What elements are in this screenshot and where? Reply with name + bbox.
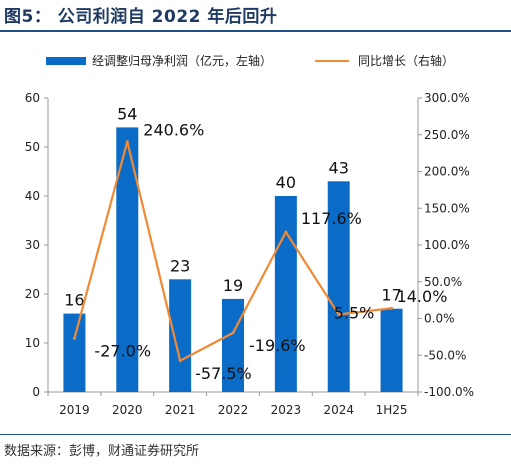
legend-line-label: 同比增长（右轴） xyxy=(358,54,455,68)
left-tick-label: 30 xyxy=(25,238,40,252)
bar xyxy=(116,127,139,393)
profit-chart: 0 10 20 30 40 50 60 -100.0% -50.0% 0.0% 50.0% 100.0… xyxy=(25,91,474,417)
left-tick-label: 50 xyxy=(25,140,40,154)
bar-value-label: 43 xyxy=(329,158,349,177)
right-tick-label: 0.0% xyxy=(424,312,455,326)
legend-bar-label: 经调整归母净利润（亿元，左轴） xyxy=(92,54,273,68)
x-tick-label: 2020 xyxy=(112,403,143,417)
growth-point xyxy=(390,306,394,310)
growth-value-label: -19.6% xyxy=(249,336,306,355)
figure-title: 图5： 公司利润自 2022 年后回升 xyxy=(4,7,278,27)
right-tick-label: 300.0% xyxy=(424,91,470,105)
legend: 经调整归母净利润（亿元，左轴） 同比增长（右轴） xyxy=(0,50,511,70)
source-note: 数据来源：彭博，财通证券研究所 xyxy=(4,444,200,459)
x-tick-label: 2023 xyxy=(271,403,302,417)
x-tick-label: 1H25 xyxy=(376,403,408,417)
growth-value-label: 5.5% xyxy=(334,303,375,322)
bar xyxy=(380,308,403,392)
x-tick-label: 2021 xyxy=(165,403,196,417)
x-tick-label: 2024 xyxy=(323,403,354,417)
growth-value-label: -57.5% xyxy=(195,364,252,383)
left-tick-label: 40 xyxy=(25,189,40,203)
right-tick-label: 200.0% xyxy=(424,165,470,179)
title-rule xyxy=(0,30,511,32)
right-tick-label: 250.0% xyxy=(424,128,470,142)
bar xyxy=(169,279,192,392)
left-tick-label: 10 xyxy=(25,336,40,350)
left-tick-label: 0 xyxy=(32,385,40,399)
x-tick-label: 2019 xyxy=(59,403,90,417)
bar-value-label: 54 xyxy=(117,104,137,123)
legend-bar-swatch xyxy=(46,57,86,65)
left-tick-label: 20 xyxy=(25,287,40,301)
right-tick-label: 50.0% xyxy=(424,275,462,289)
bar-value-label: 17 xyxy=(381,286,401,305)
growth-point xyxy=(231,331,235,335)
growth-value-label: 117.6% xyxy=(301,209,362,228)
left-tick-label: 60 xyxy=(25,91,40,105)
bar-value-label: 40 xyxy=(276,173,296,192)
bar-value-label: 23 xyxy=(170,256,190,275)
growth-point xyxy=(125,140,129,144)
growth-point xyxy=(284,230,288,234)
right-tick-label: -50.0% xyxy=(424,348,466,362)
legend-line-swatch xyxy=(315,60,349,62)
bar xyxy=(327,181,350,392)
growth-point xyxy=(72,336,76,340)
growth-point xyxy=(178,359,182,363)
bar-value-label: 16 xyxy=(64,291,84,310)
growth-point xyxy=(337,312,341,316)
growth-value-label: 14.0% xyxy=(397,287,448,306)
bar-value-label: 19 xyxy=(223,276,243,295)
bar xyxy=(274,196,297,392)
bar xyxy=(63,313,86,392)
source-rule xyxy=(0,434,511,435)
growth-value-label: -27.0% xyxy=(94,341,151,360)
right-tick-label: 150.0% xyxy=(424,201,470,215)
right-tick-label: -100.0% xyxy=(424,385,474,399)
x-tick-label: 2022 xyxy=(218,403,249,417)
right-tick-label: 100.0% xyxy=(424,238,470,252)
growth-value-label: 240.6% xyxy=(143,121,204,140)
